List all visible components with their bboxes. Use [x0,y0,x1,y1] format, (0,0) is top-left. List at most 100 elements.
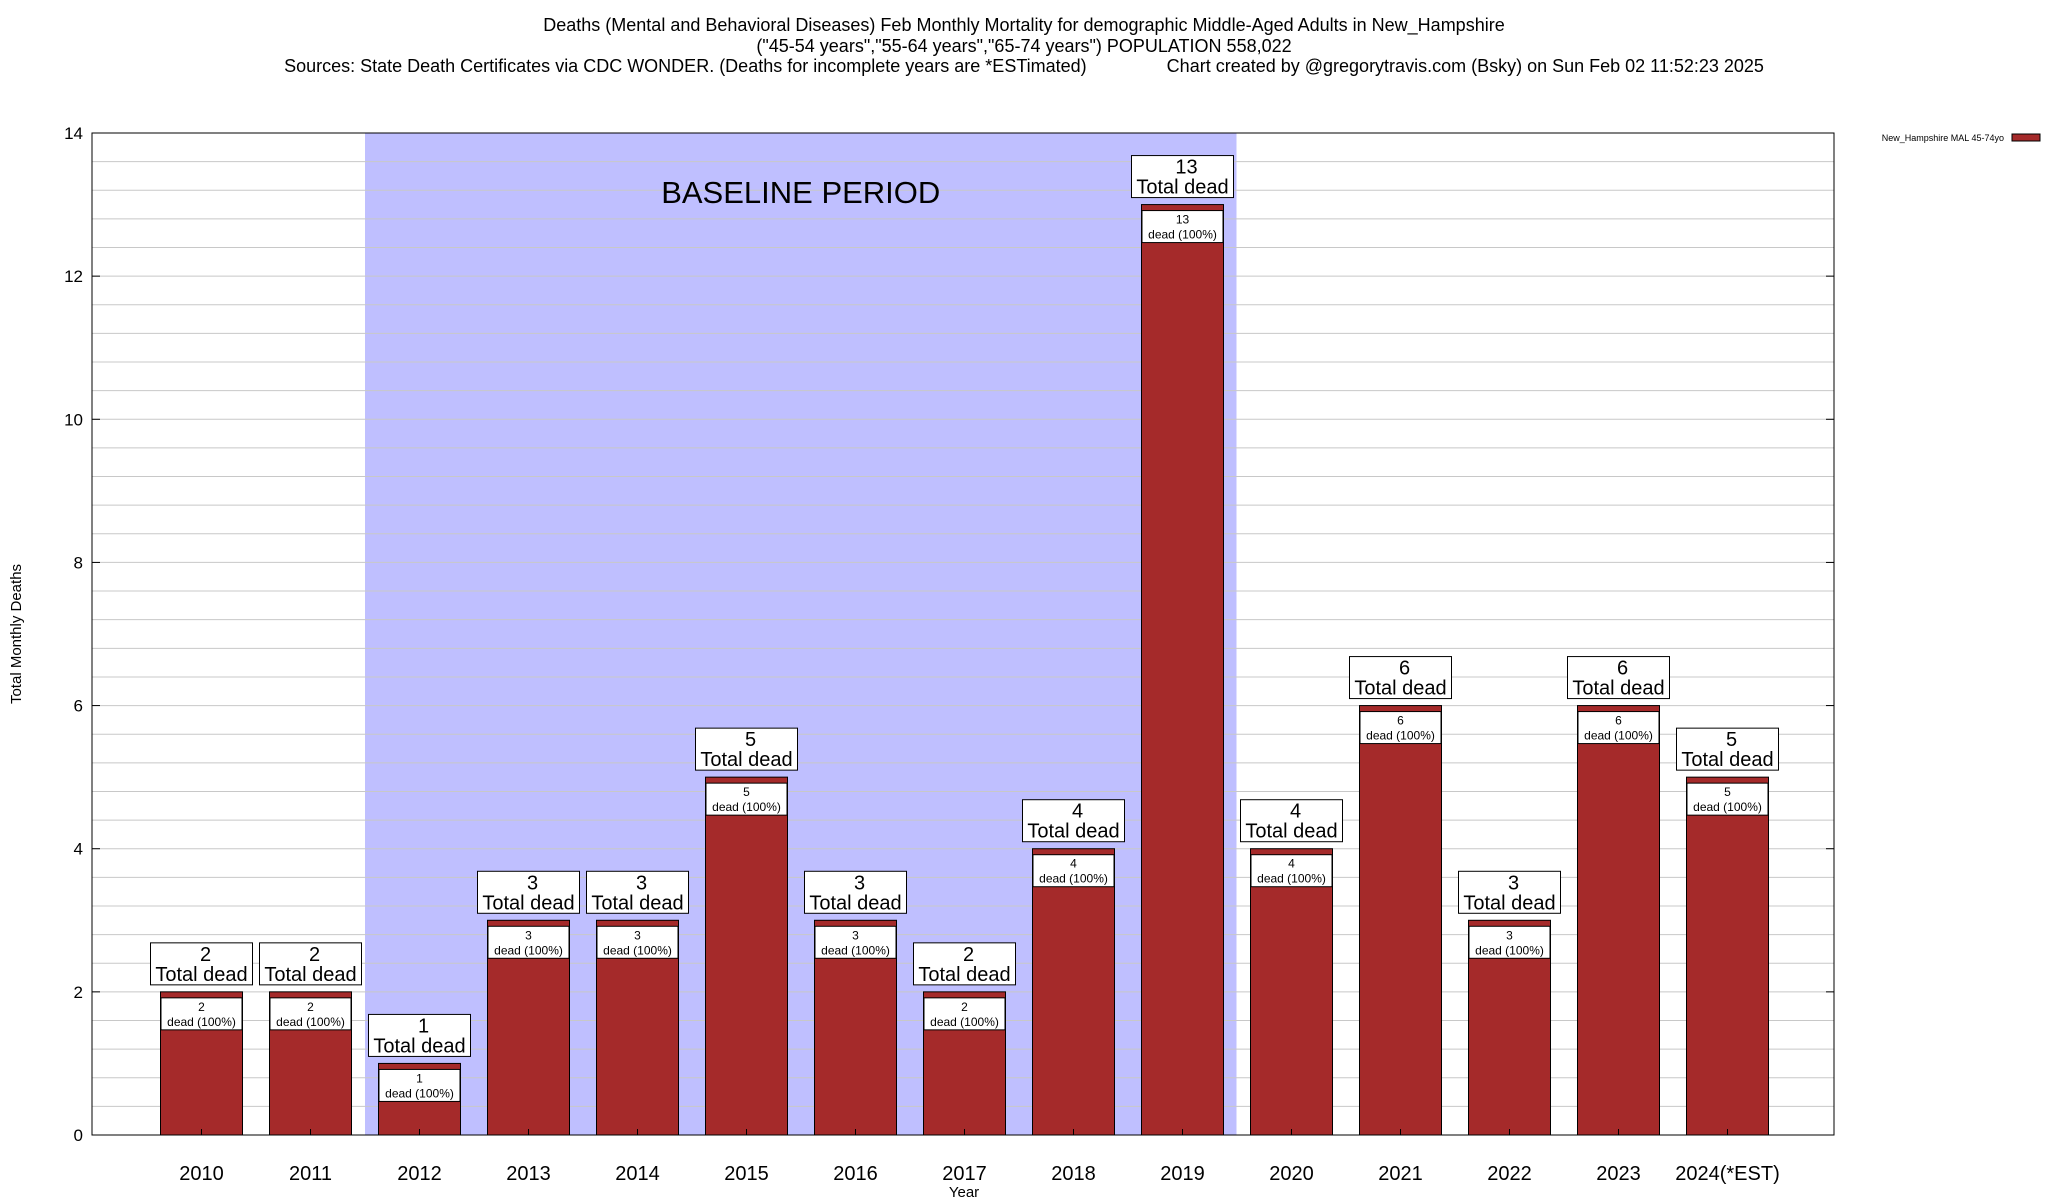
inner-percent-label: dead (100%) [494,943,563,957]
inner-count-label: 1 [416,1071,423,1085]
total-label-box [913,942,1016,986]
x-tick-label: 2020 [1269,1163,1314,1185]
inner-label-box [269,997,352,1031]
total-label-box [1240,799,1343,843]
inner-label-box [1468,925,1551,959]
x-tick-label: 2018 [1051,1163,1096,1185]
inner-percent-label: dead (100%) [712,800,781,814]
total-count-label: 2 [200,944,211,966]
inner-count-label: 3 [852,928,859,942]
inner-label-box [1250,854,1333,888]
inner-percent-label: dead (100%) [167,1015,236,1029]
legend-swatch [2011,133,2041,142]
y-tick-label: 2 [74,983,83,1002]
bar [1359,705,1442,1136]
total-dead-label: Total dead [809,892,901,914]
inner-label-box [705,782,788,816]
total-dead-label: Total dead [591,892,683,914]
total-count-label: 5 [1726,729,1737,751]
total-dead-label: Total dead [373,1035,465,1057]
inner-count-label: 4 [1070,857,1077,871]
chart-title-line-3: Sources: State Death Certificates via CD… [284,56,1764,76]
inner-count-label: 3 [634,928,641,942]
inner-percent-label: dead (100%) [1693,800,1762,814]
inner-count-label: 3 [1506,928,1513,942]
bar [705,776,788,1136]
total-label-box [368,1013,471,1057]
inner-count-label: 2 [307,1000,314,1014]
x-tick-label: 2017 [942,1163,987,1185]
x-tick-label: 2014 [615,1163,660,1185]
x-tick-label: 2019 [1160,1163,1205,1185]
total-label-box [586,870,689,914]
y-tick-label: 0 [74,1126,83,1145]
total-dead-label: Total dead [1245,821,1337,843]
total-label-box [1022,799,1125,843]
total-dead-label: Total dead [1027,821,1119,843]
total-count-label: 3 [527,872,538,894]
total-dead-label: Total dead [1136,177,1228,199]
bar [1141,204,1224,1136]
inner-percent-label: dead (100%) [1475,943,1544,957]
x-tick-label: 2022 [1487,1163,1532,1185]
inner-label-box [1032,854,1115,888]
bar [1250,848,1333,1136]
inner-percent-label: dead (100%) [1366,729,1435,743]
inner-count-label: 2 [198,1000,205,1014]
total-dead-label: Total dead [700,749,792,771]
bar [1032,848,1115,1136]
total-dead-label: Total dead [1463,892,1555,914]
total-label-box [695,727,798,771]
inner-percent-label: dead (100%) [276,1015,345,1029]
chart-title-line-2: ("45-54 years","55-64 years","65-74 year… [756,36,1292,56]
inner-percent-label: dead (100%) [1039,872,1108,886]
total-count-label: 6 [1399,658,1410,680]
y-tick-label: 12 [64,267,83,286]
inner-count-label: 5 [743,785,750,799]
legend-label: New_Hampshire MAL 45-74yo [1882,133,2004,143]
inner-percent-label: dead (100%) [1148,228,1217,242]
total-count-label: 3 [1508,872,1519,894]
total-label-box [1567,656,1670,700]
total-label-box [1131,155,1234,199]
total-dead-label: Total dead [1572,678,1664,700]
inner-percent-label: dead (100%) [930,1015,999,1029]
total-label-box [1349,656,1452,700]
total-dead-label: Total dead [155,964,247,986]
inner-label-box [378,1068,461,1102]
bar [1686,776,1769,1136]
total-dead-label: Total dead [264,964,356,986]
total-count-label: 6 [1617,658,1628,680]
x-tick-label: 2023 [1596,1163,1641,1185]
y-tick-label: 6 [74,697,83,716]
inner-percent-label: dead (100%) [821,943,890,957]
total-dead-label: Total dead [918,964,1010,986]
total-label-box [150,942,253,986]
inner-count-label: 13 [1176,213,1190,227]
total-count-label: 5 [745,729,756,751]
axes-layer: 2010 2011 2012 2013 2014 2015 2016 2017 2018 2019… [8,124,2041,1200]
total-dead-label: Total dead [482,892,574,914]
y-tick-label: 8 [74,553,83,572]
x-tick-label: 2015 [724,1163,769,1185]
inner-percent-label: dead (100%) [1257,872,1326,886]
inner-count-label: 3 [525,928,532,942]
y-axis-label: Total Monthly Deaths [8,564,25,704]
total-count-label: 4 [1072,801,1083,823]
total-count-label: 3 [854,872,865,894]
inner-label-box [1686,782,1769,816]
total-count-label: 3 [636,872,647,894]
plot-frame [91,132,1835,1136]
total-label-box [477,870,580,914]
x-tick-label: 2024(*EST) [1675,1163,1780,1185]
x-tick-label: 2016 [833,1163,878,1185]
total-count-label: 2 [963,944,974,966]
inner-label-box [923,997,1006,1031]
x-tick-label: 2010 [179,1163,224,1185]
inner-label-box [1141,210,1224,244]
y-tick-label: 14 [64,124,83,143]
inner-count-label: 2 [961,1000,968,1014]
inner-label-box [1577,711,1660,745]
x-tick-label: 2011 [289,1163,332,1185]
